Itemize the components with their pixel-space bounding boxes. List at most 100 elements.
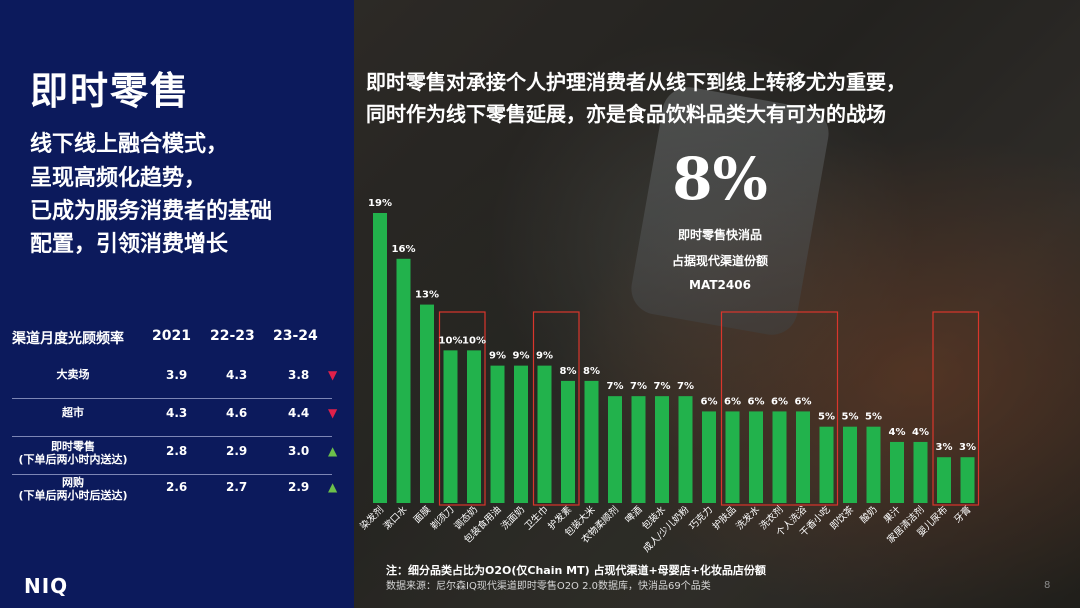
bar <box>937 457 951 503</box>
bar-value-label: 6% <box>748 396 765 407</box>
bar <box>490 365 505 503</box>
row-divider <box>12 474 332 475</box>
bar-value-label: 6% <box>795 396 812 407</box>
row-label-main: 超市 <box>62 406 84 419</box>
bar-value-label: 7% <box>607 381 624 392</box>
bar-value-label: 7% <box>677 381 694 392</box>
source-note: 数据来源：尼尔森IQ现代渠道即时零售O2O 2.0数据库，快消品69个品类 <box>386 581 711 592</box>
table-header-2223: 22-23 <box>210 328 255 344</box>
bar <box>537 365 552 503</box>
row-divider <box>12 436 332 437</box>
bar-value-label: 8% <box>560 366 577 377</box>
highlight-box <box>532 311 580 506</box>
bar-value-label: 7% <box>654 381 671 392</box>
row-value: 2.7 <box>226 480 248 494</box>
bar-value-label: 19% <box>368 198 392 209</box>
category-label: 卫生巾 <box>522 504 551 533</box>
highlight-box <box>438 311 486 506</box>
category-label: 洗发水 <box>733 503 762 532</box>
kpi-note-3: MAT2406 <box>689 278 751 292</box>
trend-up-icon: ▲ <box>328 444 338 458</box>
bar-value-label: 9% <box>513 351 530 362</box>
category-label: 酸奶 <box>858 504 880 526</box>
row-value: 4.4 <box>288 406 310 420</box>
row-value: 3.8 <box>288 368 310 382</box>
category-label: 洗面奶 <box>498 504 527 533</box>
bar <box>678 396 693 503</box>
bar <box>749 411 763 503</box>
subtitle-line-4: 配置，引领消费增长 <box>30 232 229 257</box>
row-label-note: (下单后两小时内送达) <box>18 453 128 466</box>
category-label: 即饮茶 <box>827 503 856 532</box>
table-row: 超市 4.3 4.6 4.4 ▼ <box>8 400 348 438</box>
row-value: 3.9 <box>166 368 188 382</box>
row-value: 2.8 <box>166 444 188 458</box>
row-label: 超市 <box>8 406 138 419</box>
bar <box>584 380 599 503</box>
trend-up-icon: ▲ <box>328 480 338 494</box>
row-value: 2.9 <box>226 444 248 458</box>
row-label-main: 即时零售 <box>51 440 95 453</box>
bar <box>443 350 458 503</box>
bar-value-label: 9% <box>489 351 506 362</box>
table-row: 网购 (下单后两小时后送达) 2.6 2.7 2.9 ▲ <box>8 474 348 512</box>
bar <box>725 411 740 503</box>
row-value: 4.6 <box>226 406 248 420</box>
bar-value-label: 10% <box>439 335 463 346</box>
subtitle-line-3: 已成为服务消费者的基础 <box>30 199 273 224</box>
row-value: 4.3 <box>166 406 188 420</box>
bar <box>866 426 881 503</box>
row-value: 4.3 <box>226 368 248 382</box>
page-number: 8 <box>1044 580 1051 591</box>
row-label-main: 网购 <box>62 476 84 489</box>
bar-value-label: 13% <box>415 290 439 301</box>
bar-value-label: 4% <box>912 427 929 438</box>
bar <box>467 350 481 503</box>
bar-value-label: 7% <box>630 381 647 392</box>
bar <box>514 365 528 503</box>
kpi-note-1: 即时零售快消品 <box>677 228 762 242</box>
footnote: 注：细分品类占比为O2O(仅Chain MT) 占现代渠道+母婴店+化妆品店份额 <box>386 564 766 577</box>
row-label: 网购 (下单后两小时后送达) <box>8 476 138 502</box>
kpi-value: 8% <box>672 145 768 213</box>
bar-value-label: 5% <box>818 412 835 423</box>
row-value: 2.6 <box>166 480 188 494</box>
bar <box>561 380 575 503</box>
bar-value-label: 4% <box>889 427 906 438</box>
table-header-2021: 2021 <box>152 328 191 344</box>
bar-value-label: 3% <box>936 442 953 453</box>
category-label: 漱口水 <box>381 503 410 532</box>
highlight-box <box>720 311 839 506</box>
section-title: 即时零售 <box>30 69 191 113</box>
table-row: 大卖场 3.9 4.3 3.8 ▼ <box>8 362 348 400</box>
bar-value-label: 9% <box>536 351 553 362</box>
bar-value-label: 6% <box>701 396 718 407</box>
subtitle-line-1: 线下线上融合模式， <box>30 132 229 157</box>
bar-value-label: 5% <box>842 412 859 423</box>
row-value: 2.9 <box>288 480 310 494</box>
bar-value-label: 6% <box>724 396 741 407</box>
bar <box>913 441 928 503</box>
bar <box>608 396 622 503</box>
category-label: 染发剂 <box>357 504 386 533</box>
row-label-main: 大卖场 <box>56 368 90 381</box>
highlight-box <box>932 311 980 506</box>
subtitle-line-2: 呈现高频化趋势， <box>30 166 207 191</box>
bar <box>420 304 434 503</box>
table-header-2324: 23-24 <box>273 328 318 344</box>
bar <box>373 213 387 503</box>
row-label-note: (下单后两小时后送达) <box>18 489 128 502</box>
bar-value-label: 10% <box>462 335 486 346</box>
bar <box>819 426 834 503</box>
kpi-note-2: 占据现代渠道份额 <box>671 254 768 268</box>
category-label: 护肤品 <box>710 504 739 533</box>
bar-value-label: 5% <box>865 412 882 423</box>
trend-down-icon: ▼ <box>328 406 338 420</box>
table-header-channel: 渠道月度光顾频率 <box>12 331 124 347</box>
bar-value-label: 3% <box>959 442 976 453</box>
bar <box>655 396 669 503</box>
bar <box>843 426 857 503</box>
bar <box>631 396 646 503</box>
row-label: 大卖场 <box>8 368 138 381</box>
bar <box>396 258 411 503</box>
